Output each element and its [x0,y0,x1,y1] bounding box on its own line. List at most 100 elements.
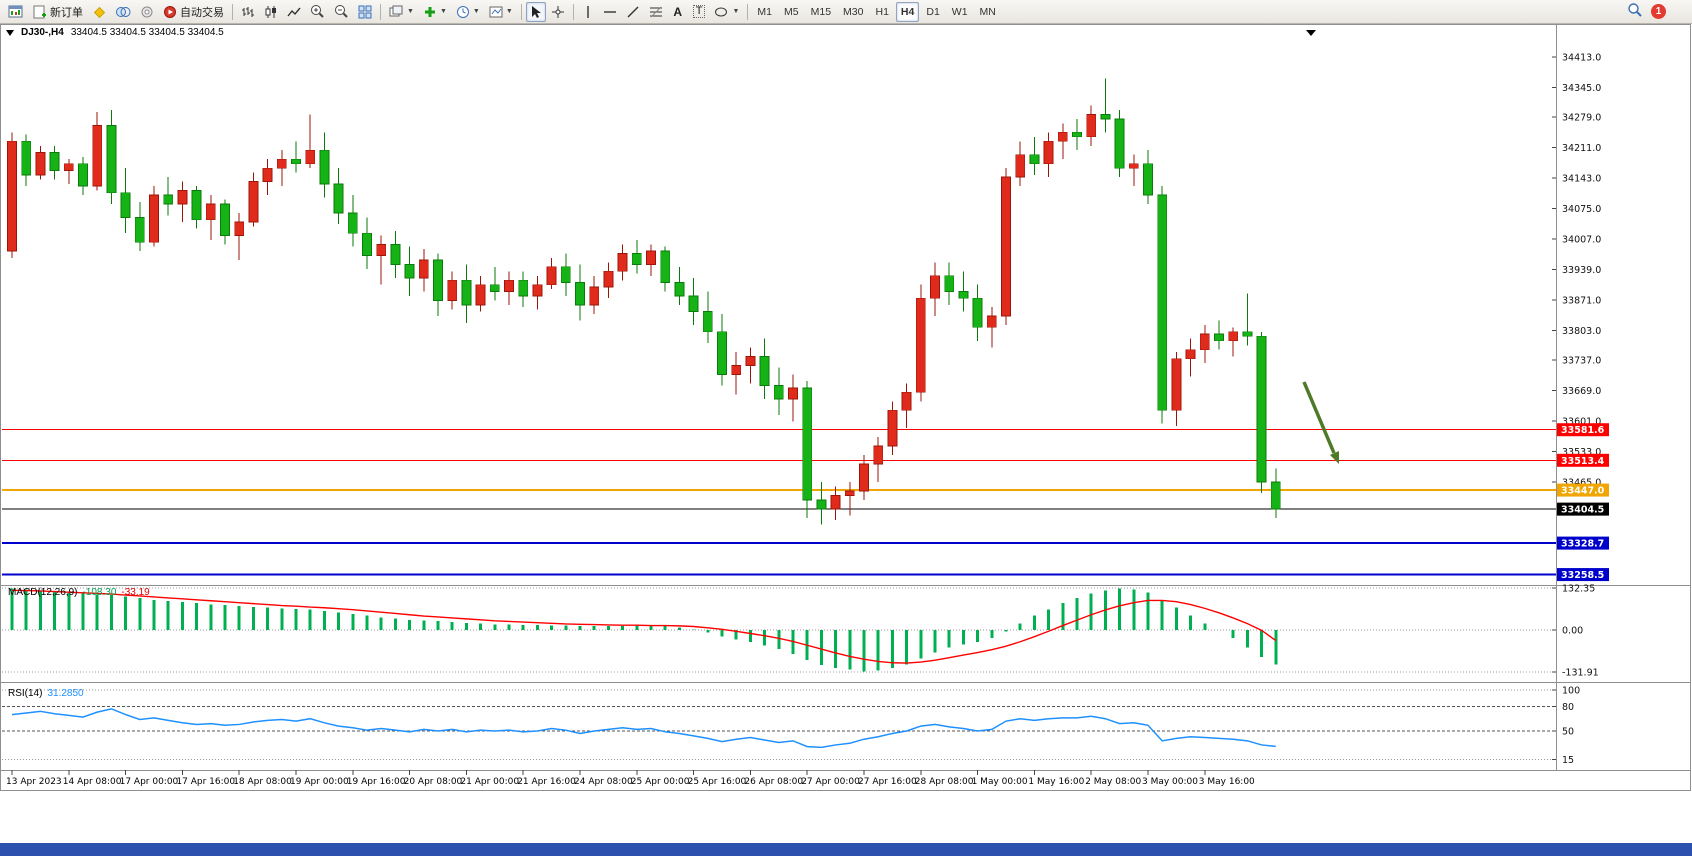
search-icon[interactable] [1627,2,1643,21]
svg-text:3 May 00:00: 3 May 00:00 [1142,777,1198,787]
horizontal-line-button[interactable] [599,2,621,22]
data-window-icon [140,5,154,19]
svg-text:33513.4: 33513.4 [1561,456,1605,467]
timeframe-button-mn[interactable]: MN [979,5,996,18]
scroll-end-marker-icon[interactable] [1306,30,1316,36]
macd-name: MACD(12,26,9) [8,587,78,598]
svg-text:33404.5: 33404.5 [1561,505,1604,516]
candles-layer [7,78,1281,525]
svg-text:-131.91: -131.91 [1562,668,1599,679]
text-tool-button[interactable]: A [668,2,688,22]
tile-windows-icon [358,5,372,19]
horizontal-lines[interactable] [2,429,1556,576]
auto-trading-button[interactable]: 自动交易 [159,2,228,22]
svg-text:33328.7: 33328.7 [1561,539,1604,550]
toolbar-separator [747,3,749,20]
svg-text:21 Apr 16:00: 21 Apr 16:00 [517,777,576,787]
timeframe-group: M1 M5 M15 M30 H1 H4 D1 W1 MN [752,1,1000,22]
macd-label-bar: MACD(12,26,9) -108.30 -33.19 [8,587,150,598]
svg-text:33601.0: 33601.0 [1562,417,1601,428]
cursor-button[interactable] [525,1,546,22]
toolbar-right-group: 1 [1627,2,1688,21]
chart-symbol-icon [6,29,14,36]
notification-badge[interactable]: 1 [1651,4,1666,19]
cascade-windows-icon [389,5,404,19]
label-tool-button[interactable]: T [689,2,710,22]
timeframe-button-h1[interactable]: H1 [875,5,889,18]
trendline-button[interactable] [622,2,644,22]
data-window-button[interactable] [136,2,158,22]
timeframe-button-d1[interactable]: D1 [926,5,940,18]
cascade-windows-button[interactable]: ▼ [385,2,418,22]
shapes-button[interactable]: ▼ [710,2,743,22]
svg-text:27 Apr 00:00: 27 Apr 00:00 [801,777,860,787]
taskbar [0,843,1692,856]
fibonacci-button[interactable] [645,2,667,22]
zoom-in-button[interactable] [306,2,329,22]
main-toolbar: 新订单 自动交易 [0,0,1692,24]
svg-text:34345.0: 34345.0 [1562,83,1601,94]
svg-text:14 Apr 08:00: 14 Apr 08:00 [63,777,122,787]
svg-text:33871.0: 33871.0 [1562,295,1601,306]
clock-icon [456,5,470,19]
market-watch-button[interactable] [111,2,135,22]
metaquotes-button[interactable] [88,2,110,22]
timeframe-button-m15[interactable]: M15 [810,5,832,18]
bar-chart-button[interactable] [237,2,259,22]
crosshair-button[interactable] [547,2,569,22]
timeframe-button-m5[interactable]: M5 [784,5,799,18]
horizontal-line-icon [603,7,617,17]
chart-title-bar: DJ30-,H4 33404.5 33404.5 33404.5 33404.5 [6,27,224,38]
svg-text:27 Apr 16:00: 27 Apr 16:00 [858,777,917,787]
svg-text:33803.0: 33803.0 [1562,326,1601,337]
indicators-button[interactable]: ▼ [419,2,451,22]
svg-text:17 Apr 00:00: 17 Apr 00:00 [120,777,179,787]
periods-button[interactable]: ▼ [452,2,484,22]
tile-windows-button[interactable] [354,2,376,22]
macd-value: -108.30 [82,587,117,598]
dropdown-caret-icon: ▼ [732,8,740,15]
dropdown-caret-icon: ▼ [439,8,447,15]
rsi-label-bar: RSI(14) 31.2850 [8,688,84,699]
text-tool-label: A [673,4,683,19]
line-chart-icon [287,5,301,19]
new-order-icon [33,5,47,19]
zoom-out-button[interactable] [330,2,353,22]
vertical-line-button[interactable] [578,2,598,22]
timeframe-button-m1[interactable]: M1 [757,5,773,18]
toolbar-separator [520,3,522,20]
svg-text:34279.0: 34279.0 [1562,113,1601,124]
svg-text:33533.0: 33533.0 [1562,447,1601,458]
svg-text:17 Apr 16:00: 17 Apr 16:00 [176,777,235,787]
line-chart-button[interactable] [283,2,305,22]
svg-text:33447.0: 33447.0 [1561,486,1605,497]
zoom-in-icon [310,4,325,19]
macd-panel: 132.35 0.00 -131.91 [2,584,1599,679]
new-order-label: 新订单 [50,6,83,19]
bar-chart-icon [241,5,255,19]
chart-symbol-period: DJ30-,H4 [21,27,64,38]
zoom-out-icon [334,4,349,19]
svg-text:34007.0: 34007.0 [1562,235,1601,246]
timeframe-button-w1[interactable]: W1 [951,5,968,18]
new-order-button[interactable]: 新订单 [29,2,87,22]
svg-text:0.00: 0.00 [1562,626,1583,637]
svg-text:33737.0: 33737.0 [1562,356,1601,367]
svg-text:24 Apr 08:00: 24 Apr 08:00 [574,777,633,787]
svg-text:13 Apr 2023: 13 Apr 2023 [6,777,62,787]
crosshair-icon [551,5,565,19]
new-chart-icon [8,5,24,19]
candlestick-chart-button[interactable] [260,2,282,22]
timeframe-button-h4[interactable]: H4 [895,1,920,22]
svg-text:100: 100 [1562,686,1580,697]
indicators-icon [423,5,437,19]
dropdown-caret-icon: ▼ [407,8,414,15]
svg-text:33258.5: 33258.5 [1561,570,1604,581]
svg-text:80: 80 [1562,702,1574,713]
new-chart-button[interactable] [4,2,28,22]
timeframe-button-m30[interactable]: M30 [843,5,864,18]
templates-button[interactable]: ▼ [485,2,517,22]
svg-text:33939.0: 33939.0 [1562,265,1601,276]
chart-canvas[interactable]: 34413.0 34345.0 34279.0 34211.0 34143.0 34075… [0,24,1692,824]
arrow-annotation[interactable] [1302,381,1339,464]
